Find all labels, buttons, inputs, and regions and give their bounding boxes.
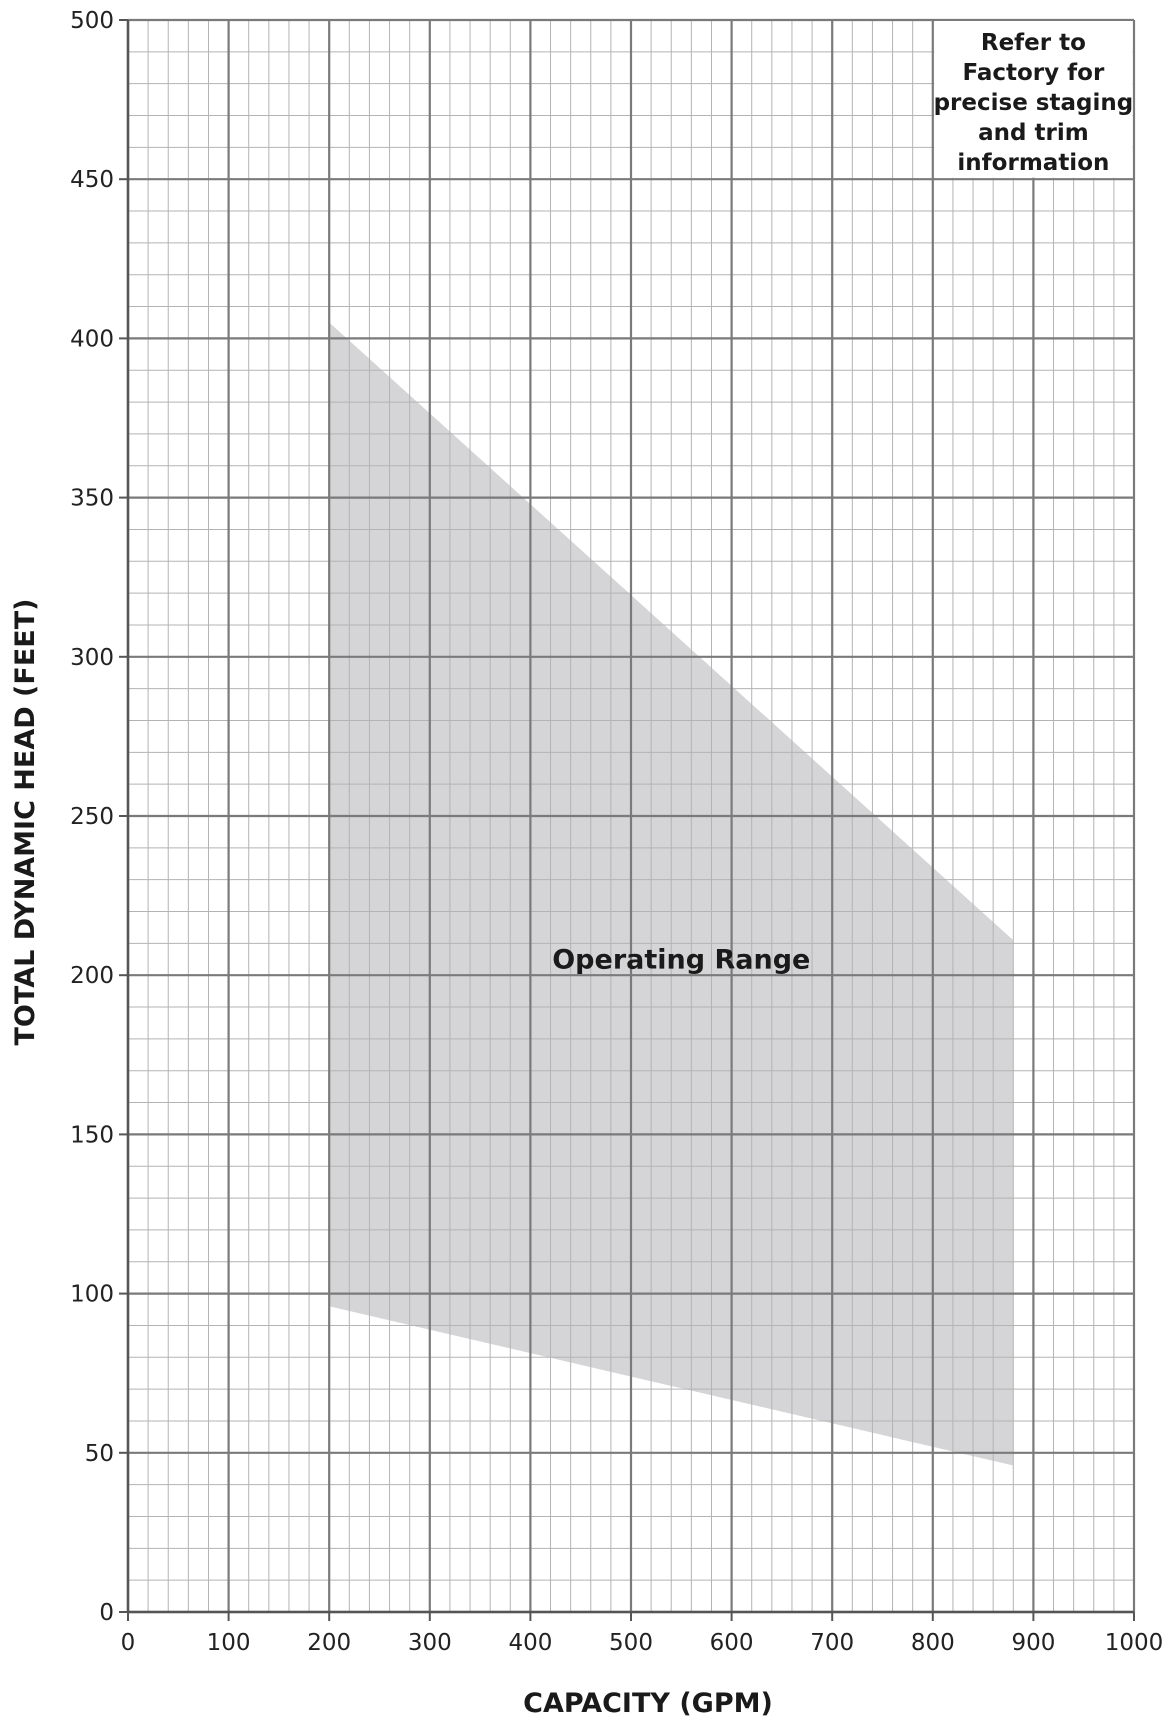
x-tick-label: 1000	[1105, 1630, 1164, 1656]
y-tick-label: 100	[70, 1282, 114, 1308]
x-tick-label: 800	[911, 1630, 955, 1656]
y-axis-title: TOTAL DYNAMIC HEAD (FEET)	[10, 599, 41, 1046]
factory-note-line: information	[957, 150, 1109, 176]
y-tick-label: 200	[70, 963, 114, 989]
factory-note-line: precise staging	[934, 90, 1134, 116]
x-tick-label: 300	[408, 1630, 452, 1656]
y-tick-label: 150	[70, 1122, 114, 1148]
y-tick-label: 350	[70, 486, 114, 512]
note-layer: Refer to Factory for precise staging and tr…	[934, 21, 1134, 178]
factory-note-line: and trim	[978, 120, 1089, 146]
axis-layer: 0 100 200 300 400 500 600 700 800 900 1000 0 50 100 15…	[70, 8, 1163, 1656]
operating-range-label: Operating Range	[552, 944, 810, 975]
y-tick-label: 450	[70, 167, 114, 193]
y-tick-label: 400	[70, 326, 114, 352]
y-tick-label: 50	[85, 1441, 114, 1467]
x-tick-label: 600	[710, 1630, 754, 1656]
factory-note-line: Factory for	[962, 60, 1104, 86]
y-tick-label: 0	[99, 1600, 114, 1626]
grid-layer	[126, 18, 1136, 1614]
y-tick-label: 250	[70, 804, 114, 830]
x-tick-label: 100	[207, 1630, 251, 1656]
x-tick-label: 900	[1011, 1630, 1055, 1656]
y-tick-label: 500	[70, 8, 114, 34]
x-tick-label: 700	[810, 1630, 854, 1656]
y-tick-label: 300	[70, 645, 114, 671]
x-tick-label: 400	[508, 1630, 552, 1656]
x-tick-label: 200	[307, 1630, 351, 1656]
x-tick-label: 0	[121, 1630, 136, 1656]
x-tick-label: 500	[609, 1630, 653, 1656]
x-axis-title: CAPACITY (GPM)	[523, 1688, 773, 1719]
factory-note-line: Refer to	[981, 30, 1086, 56]
label-layer: CAPACITY (GPM) TOTAL DYNAMIC HEAD (FEET)…	[10, 599, 810, 1720]
factory-note-box	[934, 21, 1133, 178]
